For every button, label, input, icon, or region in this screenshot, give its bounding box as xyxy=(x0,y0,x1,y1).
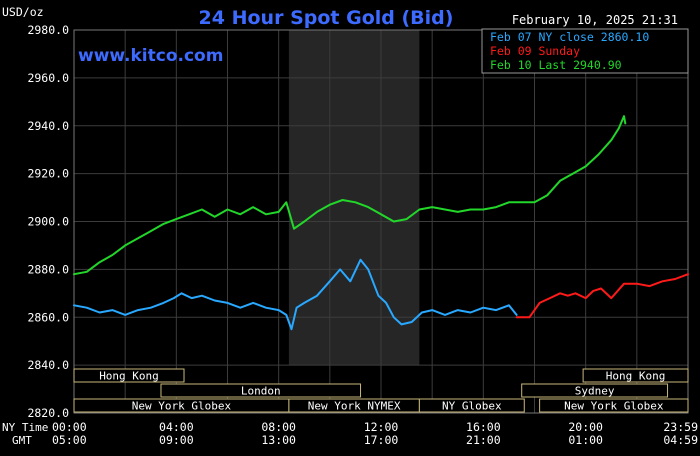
session-label: New York Globex xyxy=(564,400,664,413)
trading-sessions: Hong Kong Hong Kong London Sydney New York G… xyxy=(73,368,689,413)
session-label: London xyxy=(241,385,281,398)
x-tick-ny: 20:00 xyxy=(568,420,603,434)
y-tick-label: 2840.0 xyxy=(27,358,69,372)
session-label: New York Globex xyxy=(132,400,232,413)
y-tick-label: 2920.0 xyxy=(27,167,69,181)
legend-entry-feb09: Feb 09 Sunday xyxy=(490,44,580,58)
y-tick-label: 2820.0 xyxy=(27,406,69,420)
session-label: NY Globex xyxy=(442,400,502,413)
gmt-label: GMT xyxy=(12,434,32,447)
x-tick-ny: 04:00 xyxy=(159,420,194,434)
series-line-feb10 xyxy=(73,115,627,276)
y-tick-label: 2880.0 xyxy=(27,262,69,276)
session-border xyxy=(582,368,689,383)
x-tick-gmt: 17:00 xyxy=(364,433,399,447)
x-tick-ny: 00:00 xyxy=(52,420,87,434)
x-tick-gmt: 01:00 xyxy=(568,433,603,447)
x-tick-ny: 12:00 xyxy=(364,420,399,434)
session-box: New York Globex xyxy=(539,398,689,413)
session-box: Sydney xyxy=(521,383,669,398)
x-tick-gmt: 13:00 xyxy=(261,433,296,447)
series-line-feb07 xyxy=(73,258,518,331)
plot-border xyxy=(73,29,689,414)
series-line-feb09 xyxy=(515,273,689,319)
session-box: Hong Kong xyxy=(73,368,185,383)
y-tick-label: 2940.0 xyxy=(27,119,69,133)
session-border xyxy=(73,368,185,383)
legend-entry-feb07: Feb 07 NY close 2860.10 xyxy=(490,30,649,44)
session-border xyxy=(539,398,689,413)
session-box: London xyxy=(160,383,362,398)
session-label: Sydney xyxy=(575,385,615,398)
session-label: Hong Kong xyxy=(99,370,159,383)
y-tick-label: 2900.0 xyxy=(27,215,69,229)
legend-entry-feb10: Feb 10 Last 2940.90 xyxy=(490,58,622,72)
session-box: New York NYMEX xyxy=(288,398,420,413)
session-border xyxy=(521,383,669,398)
session-border xyxy=(160,383,362,398)
watermark-kitco: www.kitco.com xyxy=(78,46,223,66)
y-tick-label: 2960.0 xyxy=(27,71,69,85)
session-label: New York NYMEX xyxy=(308,400,401,413)
x-tick-gmt: 05:00 xyxy=(52,433,87,447)
x-tick-gmt: 09:00 xyxy=(159,433,194,447)
x-tick-ny: 23:59 xyxy=(663,420,698,434)
y-axis-unit-label: USD/oz xyxy=(2,5,44,19)
chart-legend: Feb 07 NY close 2860.10 Feb 09 Sunday Fe… xyxy=(481,28,689,74)
session-box: NY Globex xyxy=(418,398,525,413)
chart-datetime: February 10, 2025 21:31 xyxy=(512,13,678,27)
ny-time-label: NY Time xyxy=(2,421,48,434)
session-box: Hong Kong xyxy=(582,368,689,383)
x-tick-ny: 08:00 xyxy=(261,420,296,434)
session-label: Hong Kong xyxy=(606,370,666,383)
session-border xyxy=(418,398,525,413)
x-tick-gmt: 04:59 xyxy=(663,433,698,447)
session-box: New York Globex xyxy=(73,398,290,413)
y-tick-label: 2860.0 xyxy=(27,310,69,324)
chart-title: 24 Hour Spot Gold (Bid) xyxy=(199,7,454,29)
x-tick-ny: 16:00 xyxy=(466,420,501,434)
y-tick-label: 2980.0 xyxy=(27,23,69,37)
price-series-layer xyxy=(73,115,689,331)
nymex-session-shade xyxy=(288,30,420,365)
x-tick-gmt: 21:00 xyxy=(466,433,501,447)
y-axis-tick-labels: 2820.0 2840.0 2860.0 2880.0 2900.0 2920.0 2940… xyxy=(27,23,69,420)
legend-box xyxy=(481,28,689,74)
